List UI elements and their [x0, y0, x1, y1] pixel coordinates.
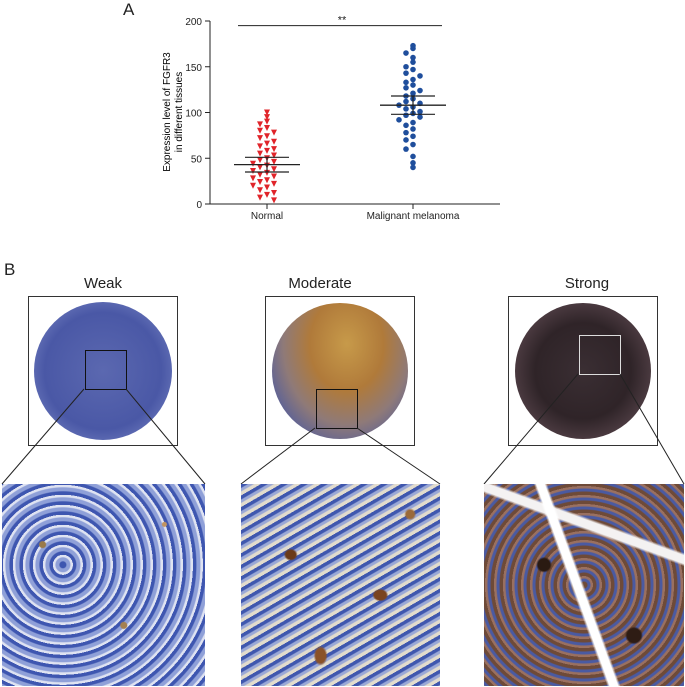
tissue-core-strong [508, 296, 658, 446]
data-point-normal [271, 158, 277, 165]
connector-strong-right [619, 373, 685, 485]
data-point-melanoma [403, 137, 409, 143]
data-point-normal [264, 118, 270, 125]
x-tick-label: Normal [251, 211, 283, 222]
connector-moderate-right [356, 427, 441, 485]
data-point-normal [257, 121, 263, 128]
y-tick-label: 100 [185, 109, 202, 120]
data-point-normal [257, 135, 263, 142]
data-point-melanoma [417, 108, 423, 115]
data-point-melanoma [403, 146, 409, 152]
data-point-normal [264, 140, 270, 147]
grade-title-weak: Weak [83, 275, 123, 292]
data-point-melanoma [410, 153, 416, 160]
data-point-melanoma [403, 50, 409, 56]
grade-title-moderate: Moderate [288, 275, 352, 292]
data-point-normal [271, 190, 277, 197]
data-point-normal [257, 157, 263, 164]
zoom-region-weak [85, 350, 127, 390]
data-point-normal [257, 143, 263, 150]
data-point-normal [271, 166, 277, 173]
y-axis-label-line1: Expression level of FGFR3 [162, 52, 173, 172]
data-point-melanoma [396, 117, 402, 123]
data-point-normal [264, 191, 270, 198]
data-point-melanoma [410, 82, 416, 88]
data-point-normal [271, 146, 277, 153]
panel-a-label: A [123, 0, 135, 19]
zoom-region-moderate [316, 389, 358, 429]
micrograph-weak [2, 484, 205, 686]
data-point-melanoma [410, 141, 416, 148]
data-point-normal [257, 187, 263, 194]
data-point-normal [250, 160, 256, 167]
micrograph-moderate [241, 484, 440, 686]
data-point-melanoma [410, 90, 416, 97]
data-point-normal [271, 129, 277, 136]
data-point-normal [271, 138, 277, 145]
data-point-normal [264, 109, 270, 116]
data-point-melanoma [417, 87, 423, 94]
data-point-normal [250, 175, 256, 182]
data-point-melanoma [417, 73, 423, 79]
data-point-melanoma [410, 54, 416, 61]
data-point-melanoma [403, 63, 409, 70]
data-point-normal [264, 184, 270, 191]
data-point-melanoma [403, 122, 409, 129]
data-point-melanoma [403, 79, 409, 86]
grade-title-strong: Strong [564, 275, 610, 292]
data-point-normal [257, 150, 263, 157]
data-point-melanoma [417, 114, 423, 120]
x-tick-label: Malignant melanoma [367, 211, 460, 222]
fgfr3-scatter-chart: Expression level of FGFR3 in different t… [162, 15, 500, 222]
significance-label: ** [338, 15, 347, 27]
data-point-melanoma [410, 66, 416, 73]
data-point-melanoma [403, 98, 409, 105]
data-point-normal [257, 194, 263, 201]
data-point-melanoma [403, 129, 409, 136]
connector-strong-left [483, 373, 579, 485]
micrograph-strong [484, 484, 684, 686]
y-tick-label: 0 [196, 200, 202, 211]
data-point-melanoma [410, 59, 416, 65]
data-point-normal [271, 197, 277, 204]
data-point-melanoma [410, 119, 416, 126]
data-point-normal [264, 147, 270, 154]
connector-weak-left [1, 388, 85, 485]
data-point-melanoma [403, 70, 409, 76]
core-image-moderate [272, 303, 408, 439]
y-tick-label: 200 [185, 17, 202, 28]
data-point-normal [257, 164, 263, 171]
data-point-melanoma [410, 160, 416, 166]
tissue-core-moderate [265, 296, 415, 446]
data-point-melanoma [410, 133, 416, 140]
tissue-core-weak [28, 296, 178, 446]
connector-moderate-left [240, 427, 316, 485]
data-point-melanoma [403, 106, 409, 112]
data-point-normal [271, 173, 277, 180]
connector-weak-right [125, 388, 206, 485]
data-point-melanoma [410, 164, 416, 171]
data-point-normal [271, 152, 277, 159]
data-point-normal [257, 171, 263, 178]
y-tick-label: 50 [191, 154, 203, 165]
panel-b-label: B [4, 260, 16, 279]
data-point-normal [250, 168, 256, 175]
data-point-normal [264, 114, 270, 121]
data-point-melanoma [410, 126, 416, 132]
data-point-normal [264, 133, 270, 140]
core-image-strong [515, 303, 651, 439]
data-point-normal [271, 180, 277, 187]
y-axis-label-line2: in different tissues [174, 72, 185, 152]
data-point-normal [257, 179, 263, 186]
data-point-normal [264, 177, 270, 184]
data-point-normal [264, 125, 270, 132]
data-point-normal [250, 182, 256, 189]
y-tick-label: 150 [185, 63, 202, 74]
zoom-region-strong [579, 335, 621, 375]
data-point-melanoma [403, 84, 409, 91]
data-point-melanoma [410, 45, 416, 52]
data-point-normal [257, 127, 263, 134]
data-point-melanoma [410, 76, 416, 83]
